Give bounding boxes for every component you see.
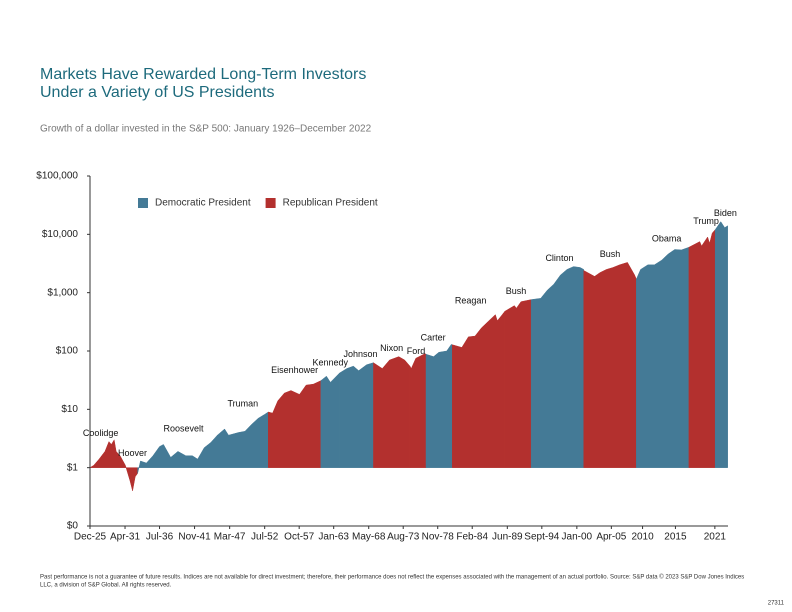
president-area [89, 441, 112, 468]
footnote: Past performance is not a guarantee of f… [40, 574, 744, 581]
president-label: Reagan [455, 296, 487, 306]
president-label: Bush [600, 249, 621, 259]
president-label: Bush [506, 286, 527, 296]
president-area [320, 372, 340, 468]
legend-swatch [138, 198, 148, 208]
legend-swatch [265, 198, 276, 208]
president-label: Hoover [118, 448, 147, 458]
president-label: Eisenhower [271, 365, 318, 375]
y-tick-label: $100,000 [36, 171, 78, 182]
president-label: Clinton [545, 253, 573, 263]
y-tick-label: $1,000 [47, 287, 78, 298]
president-area [268, 380, 322, 468]
chart-subtitle: Growth of a dollar invested in the S&P 5… [40, 124, 372, 135]
x-tick-label: 2021 [704, 532, 727, 543]
chart-title: Under a Variety of US Presidents [40, 84, 274, 101]
x-tick-label: Jul-52 [251, 532, 279, 543]
president-label: Biden [714, 208, 737, 218]
x-tick-label: Mar-47 [214, 532, 246, 543]
x-tick-label: 2010 [631, 532, 654, 543]
x-tick-label: Oct-57 [284, 532, 314, 543]
president-label: Kennedy [312, 357, 348, 367]
president-area [504, 299, 532, 468]
x-tick-label: Jun-89 [492, 532, 523, 543]
president-area [425, 344, 453, 468]
president-area [636, 246, 690, 468]
president-label: Johnson [344, 349, 378, 359]
president-label: Ford [407, 346, 426, 356]
president-area [339, 362, 374, 468]
y-tick-label: $10 [61, 404, 78, 415]
president-label: Trump [693, 216, 719, 226]
x-tick-label: Apr-05 [596, 532, 626, 543]
y-tick-label: $0 [67, 521, 79, 532]
x-tick-label: Feb-84 [456, 532, 488, 543]
president-area [452, 310, 506, 468]
president-label: Coolidge [83, 428, 119, 438]
president-label: Obama [652, 234, 682, 244]
president-label: Nixon [380, 343, 403, 353]
legend-label: Democratic President [155, 198, 251, 209]
x-tick-label: Jul-36 [146, 532, 174, 543]
president-label: Truman [227, 398, 258, 408]
president-area [373, 356, 411, 468]
x-tick-label: 2015 [664, 532, 687, 543]
chart-title: Markets Have Rewarded Long-Term Investor… [40, 66, 366, 83]
president-label: Carter [421, 333, 446, 343]
y-tick-label: $10,000 [42, 229, 79, 240]
president-area [688, 229, 716, 468]
code: 27311 [768, 601, 785, 607]
x-tick-label: Jan-63 [318, 532, 349, 543]
footnote: LLC, a division of S&P Global. All right… [40, 583, 172, 589]
president-area [137, 434, 218, 474]
president-area [217, 411, 269, 468]
president-label: Roosevelt [163, 424, 204, 434]
y-tick-label: $1 [67, 462, 79, 473]
legend-label: Republican President [283, 198, 378, 209]
president-area [583, 262, 637, 468]
plot-area [89, 221, 728, 491]
x-tick-label: Aug-73 [387, 532, 420, 543]
x-tick-label: Dec-25 [74, 532, 107, 543]
x-tick-label: Sept-94 [524, 532, 559, 543]
y-tick-label: $100 [56, 346, 79, 357]
president-area [409, 353, 427, 468]
x-tick-label: Apr-31 [110, 532, 140, 543]
x-tick-label: Nov-41 [178, 532, 211, 543]
x-tick-label: Nov-78 [422, 532, 455, 543]
x-tick-label: Jan-00 [562, 532, 593, 543]
president-area [530, 266, 584, 468]
x-tick-label: May-68 [352, 532, 386, 543]
president-area [714, 221, 728, 468]
